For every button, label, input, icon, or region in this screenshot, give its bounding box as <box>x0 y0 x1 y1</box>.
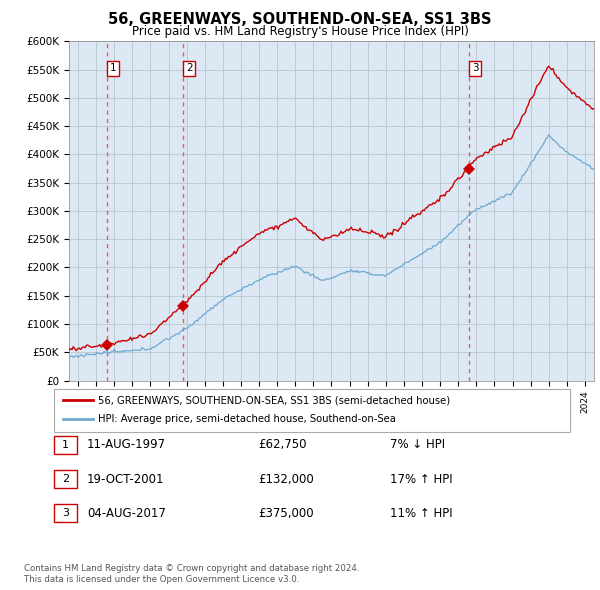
Text: 19-OCT-2001: 19-OCT-2001 <box>87 473 164 486</box>
Text: This data is licensed under the Open Government Licence v3.0.: This data is licensed under the Open Gov… <box>24 575 299 584</box>
Text: £132,000: £132,000 <box>258 473 314 486</box>
Text: 2: 2 <box>62 474 69 484</box>
Text: 04-AUG-2017: 04-AUG-2017 <box>87 507 166 520</box>
Text: Price paid vs. HM Land Registry's House Price Index (HPI): Price paid vs. HM Land Registry's House … <box>131 25 469 38</box>
Text: 56, GREENWAYS, SOUTHEND-ON-SEA, SS1 3BS: 56, GREENWAYS, SOUTHEND-ON-SEA, SS1 3BS <box>108 12 492 27</box>
Text: 17% ↑ HPI: 17% ↑ HPI <box>390 473 452 486</box>
Text: 11-AUG-1997: 11-AUG-1997 <box>87 438 166 451</box>
Text: 1: 1 <box>62 440 69 450</box>
Text: 2: 2 <box>186 64 193 73</box>
Text: £62,750: £62,750 <box>258 438 307 451</box>
Text: 1: 1 <box>110 64 116 73</box>
Text: HPI: Average price, semi-detached house, Southend-on-Sea: HPI: Average price, semi-detached house,… <box>98 414 395 424</box>
Text: £375,000: £375,000 <box>258 507 314 520</box>
Text: 3: 3 <box>62 509 69 518</box>
Text: Contains HM Land Registry data © Crown copyright and database right 2024.: Contains HM Land Registry data © Crown c… <box>24 565 359 573</box>
Text: 7% ↓ HPI: 7% ↓ HPI <box>390 438 445 451</box>
Text: 3: 3 <box>472 64 478 73</box>
Text: 56, GREENWAYS, SOUTHEND-ON-SEA, SS1 3BS (semi-detached house): 56, GREENWAYS, SOUTHEND-ON-SEA, SS1 3BS … <box>98 395 450 405</box>
Text: 11% ↑ HPI: 11% ↑ HPI <box>390 507 452 520</box>
